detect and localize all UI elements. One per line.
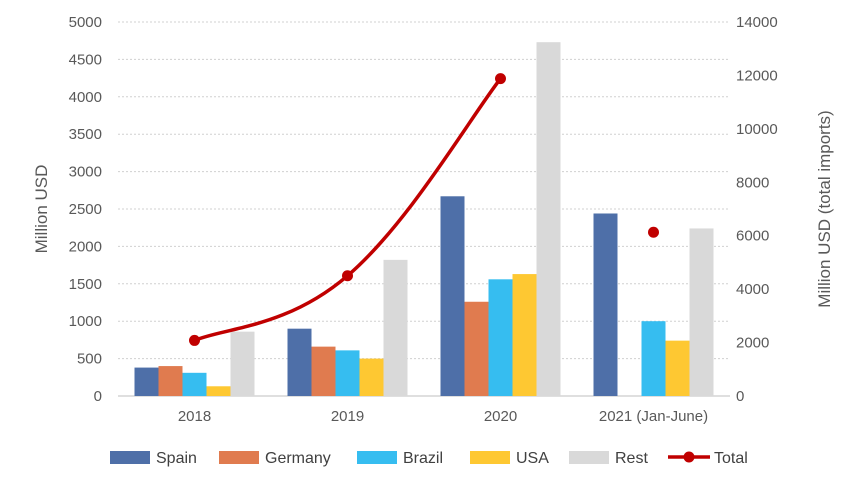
y-tick-label: 3000: [69, 164, 102, 181]
total-point-2: [495, 73, 506, 85]
y2-axis-title: Million USD (total imports): [815, 110, 834, 307]
legend-label-spain: Spain: [156, 450, 197, 467]
legend-label-brazil: Brazil: [403, 450, 443, 467]
bar-rest-1: [383, 259, 408, 396]
y2-tick-label: 12000: [736, 67, 778, 84]
bar-brazil-0: [182, 372, 207, 396]
y-tick-label: 500: [77, 351, 102, 368]
bar-rest-2: [536, 42, 561, 397]
bar-spain-2: [440, 196, 465, 396]
legend-layer: Spain Germany Brazil USA Rest Total: [110, 450, 748, 467]
y2-tick-label: 4000: [736, 281, 769, 298]
x-tick-label: 2019: [331, 408, 364, 425]
y-axis-title: Million USD: [32, 165, 51, 254]
legend-marker-total: [683, 451, 695, 463]
y-tick-label: 2500: [69, 201, 102, 218]
total-point-1: [342, 270, 353, 282]
y-tick-label: 3500: [69, 126, 102, 143]
y-tick-label: 0: [94, 388, 102, 405]
legend-swatch-germany: [219, 451, 259, 464]
legend-swatch-spain: [110, 451, 150, 464]
bar-spain-0: [134, 367, 159, 396]
y-tick-label: 2000: [69, 238, 102, 255]
y2-tick-label: 0: [736, 388, 744, 405]
grid-layer: [118, 21, 730, 397]
bar-brazil-2: [488, 279, 513, 396]
y2-tick-label: 10000: [736, 121, 778, 138]
total-point-3: [648, 226, 659, 238]
y-tick-label: 1500: [69, 276, 102, 293]
x-tick-label: 2018: [178, 408, 211, 425]
y2-tick-label: 8000: [736, 174, 769, 191]
bar-brazil-1: [335, 350, 360, 396]
y-tick-label: 4000: [69, 89, 102, 106]
x-tick-label: 2021 (Jan-June): [599, 408, 708, 425]
legend-label-germany: Germany: [265, 450, 331, 467]
legend-label-total: Total: [714, 450, 748, 467]
x-tick-label: 2020: [484, 408, 517, 425]
legend-label-rest: Rest: [615, 450, 648, 467]
y-tick-label: 4500: [69, 51, 102, 68]
y-tick-label: 1000: [69, 313, 102, 330]
legend-swatch-rest: [569, 451, 609, 464]
bar-germany-1: [311, 346, 336, 396]
bar-usa-3: [665, 340, 690, 396]
bar-germany-2: [464, 301, 489, 396]
legend-label-usa: USA: [516, 450, 549, 467]
y2-tick-label: 2000: [736, 335, 769, 352]
bar-germany-0: [158, 366, 183, 396]
bar-rest-3: [689, 228, 714, 396]
bar-usa-1: [359, 358, 384, 396]
bar-spain-1: [287, 328, 312, 396]
y-tick-label: 5000: [69, 14, 102, 31]
bar-rest-0: [230, 331, 255, 396]
bar-usa-0: [206, 386, 231, 396]
bars-layer: [134, 42, 714, 397]
y2-tick-label: 6000: [736, 228, 769, 245]
total-point-0: [189, 334, 200, 346]
legend-swatch-usa: [470, 451, 510, 464]
legend-swatch-brazil: [357, 451, 397, 464]
line-layer: [189, 73, 659, 346]
bar-brazil-3: [641, 321, 666, 396]
bar-spain-3: [593, 213, 618, 396]
y2-tick-label: 14000: [736, 14, 778, 31]
axis-layer: 0 500 1000 1500 2000 2500 3000 3500 4000 4500 5000…: [32, 14, 834, 425]
bar-usa-2: [512, 274, 537, 396]
